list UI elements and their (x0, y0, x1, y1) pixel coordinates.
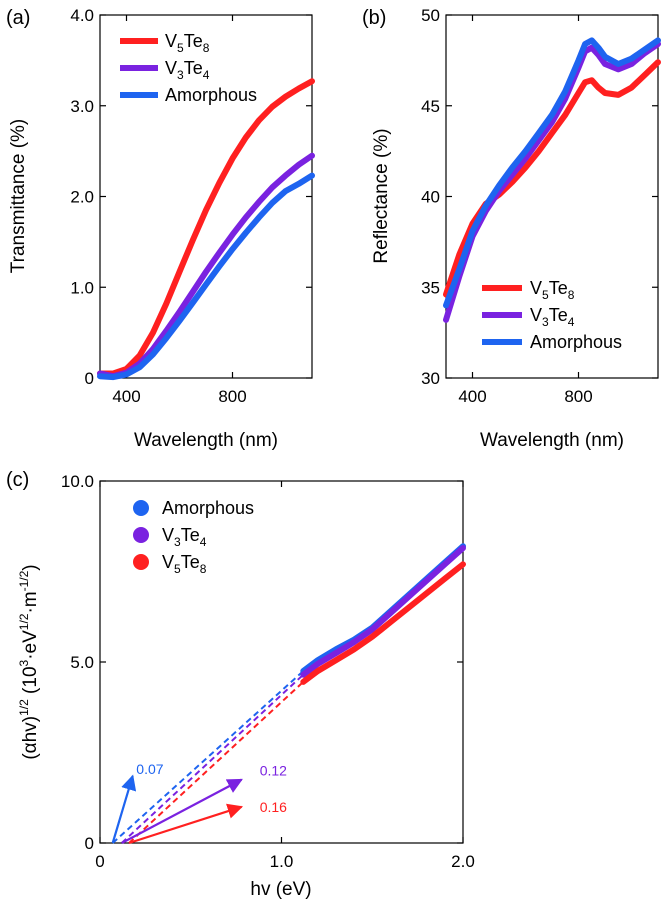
y-tick-label: 1.0 (70, 278, 94, 297)
series-line-amorphous (443, 37, 661, 309)
series-line-v5te8 (300, 561, 466, 685)
y-tick-label: 5.0 (70, 653, 94, 672)
series-line-v3te4 (97, 152, 315, 380)
x-axis-label: Wavelength (nm) (480, 430, 624, 451)
bandgap-label-amorphous: 0.07 (136, 761, 163, 777)
y-axis-label: Transmittance (%) (8, 119, 29, 274)
bandgap-label-v5te8: 0.16 (260, 799, 287, 815)
y-tick-label: 35 (421, 278, 440, 297)
series-line-amorphous (300, 543, 466, 674)
fit-line-v3te4 (121, 673, 304, 844)
legend-label-v3te4: V3Te4 (530, 305, 575, 329)
bandgap-arrow-v3te4 (121, 778, 243, 844)
y-tick-label: 0 (85, 369, 94, 388)
x-tick-label: 800 (564, 387, 592, 406)
y-tick-label: 40 (421, 188, 440, 207)
legend-label-amorphous: Amorphous (162, 498, 254, 518)
y-axis-label: Reflectance (%) (371, 128, 392, 263)
legend: Amorphous V3Te4 V5Te8 (133, 498, 254, 576)
x-tick-label: 2.0 (451, 852, 475, 871)
x-tick-label: 400 (458, 387, 486, 406)
x-axis-label: hv (eV) (250, 879, 311, 900)
x-tick-label: 1.0 (270, 852, 294, 871)
y-tick-label: 50 (421, 6, 440, 25)
legend-label-v3te4: V3Te4 (162, 525, 207, 549)
y-tick-label: 3.0 (70, 97, 94, 116)
series-line-v3te4 (300, 545, 466, 678)
x-axis-label: Wavelength (nm) (134, 430, 278, 451)
legend-label-v5te8: V5Te8 (162, 552, 207, 576)
plot-frame (99, 480, 464, 844)
y-tick-label: 2.0 (70, 188, 94, 207)
x-tick-label: 400 (112, 387, 140, 406)
bandgap-label-v3te4: 0.12 (260, 763, 287, 779)
y-tick-label: 0 (85, 834, 94, 853)
y-tick-label: 45 (421, 97, 440, 116)
y-tick-label: 4.0 (70, 6, 94, 25)
bandgap-arrow-v5te8 (128, 803, 244, 845)
legend-label-v3te4: V3Te4 (165, 58, 210, 82)
legend-label-v5te8: V5Te8 (530, 278, 575, 302)
legend-label-v5te8: V5Te8 (165, 31, 210, 55)
legend-marker-v3te4 (133, 527, 149, 543)
legend-marker-amorphous (133, 500, 149, 516)
y-tick-label: 10.0 (61, 472, 94, 491)
panel-a-transmittance-chart: 0 1.0 2.0 3.0 4.0 400 800 Wavelength (nm) Tra… (8, 6, 315, 451)
panel-label-a: (a) (6, 7, 30, 29)
y-axis-label: (αhv)1/2 (103·eV1/2·m-1/2) (17, 564, 41, 759)
panel-c-tauc-plot: 0 5.0 10.0 0 1.0 2.0 0.07 0.12 0.16 hv (eV) (α… (17, 472, 475, 900)
series-line-v5te8 (97, 78, 315, 377)
legend: V5Te8 V3Te4 Amorphous (482, 278, 622, 352)
bandgap-arrow-amorphous (111, 774, 137, 844)
legend-marker-v5te8 (133, 554, 149, 570)
y-tick-label: 30 (421, 369, 440, 388)
panel-b-reflectance-chart: 30 35 40 45 50 400 800 Wavelength (nm) Reflec… (371, 6, 661, 451)
panel-label-b: (b) (362, 7, 386, 29)
x-tick-label: 0 (95, 852, 104, 871)
fit-line-amorphous (112, 670, 304, 844)
legend-label-amorphous: Amorphous (165, 85, 257, 105)
legend: V5Te8 V3Te4 Amorphous (120, 31, 257, 105)
series-line-amorphous (97, 172, 315, 381)
panel-label-c: (c) (6, 469, 29, 491)
series-line-v5te8 (443, 59, 661, 298)
x-tick-label: 800 (218, 387, 246, 406)
legend-label-amorphous: Amorphous (530, 332, 622, 352)
